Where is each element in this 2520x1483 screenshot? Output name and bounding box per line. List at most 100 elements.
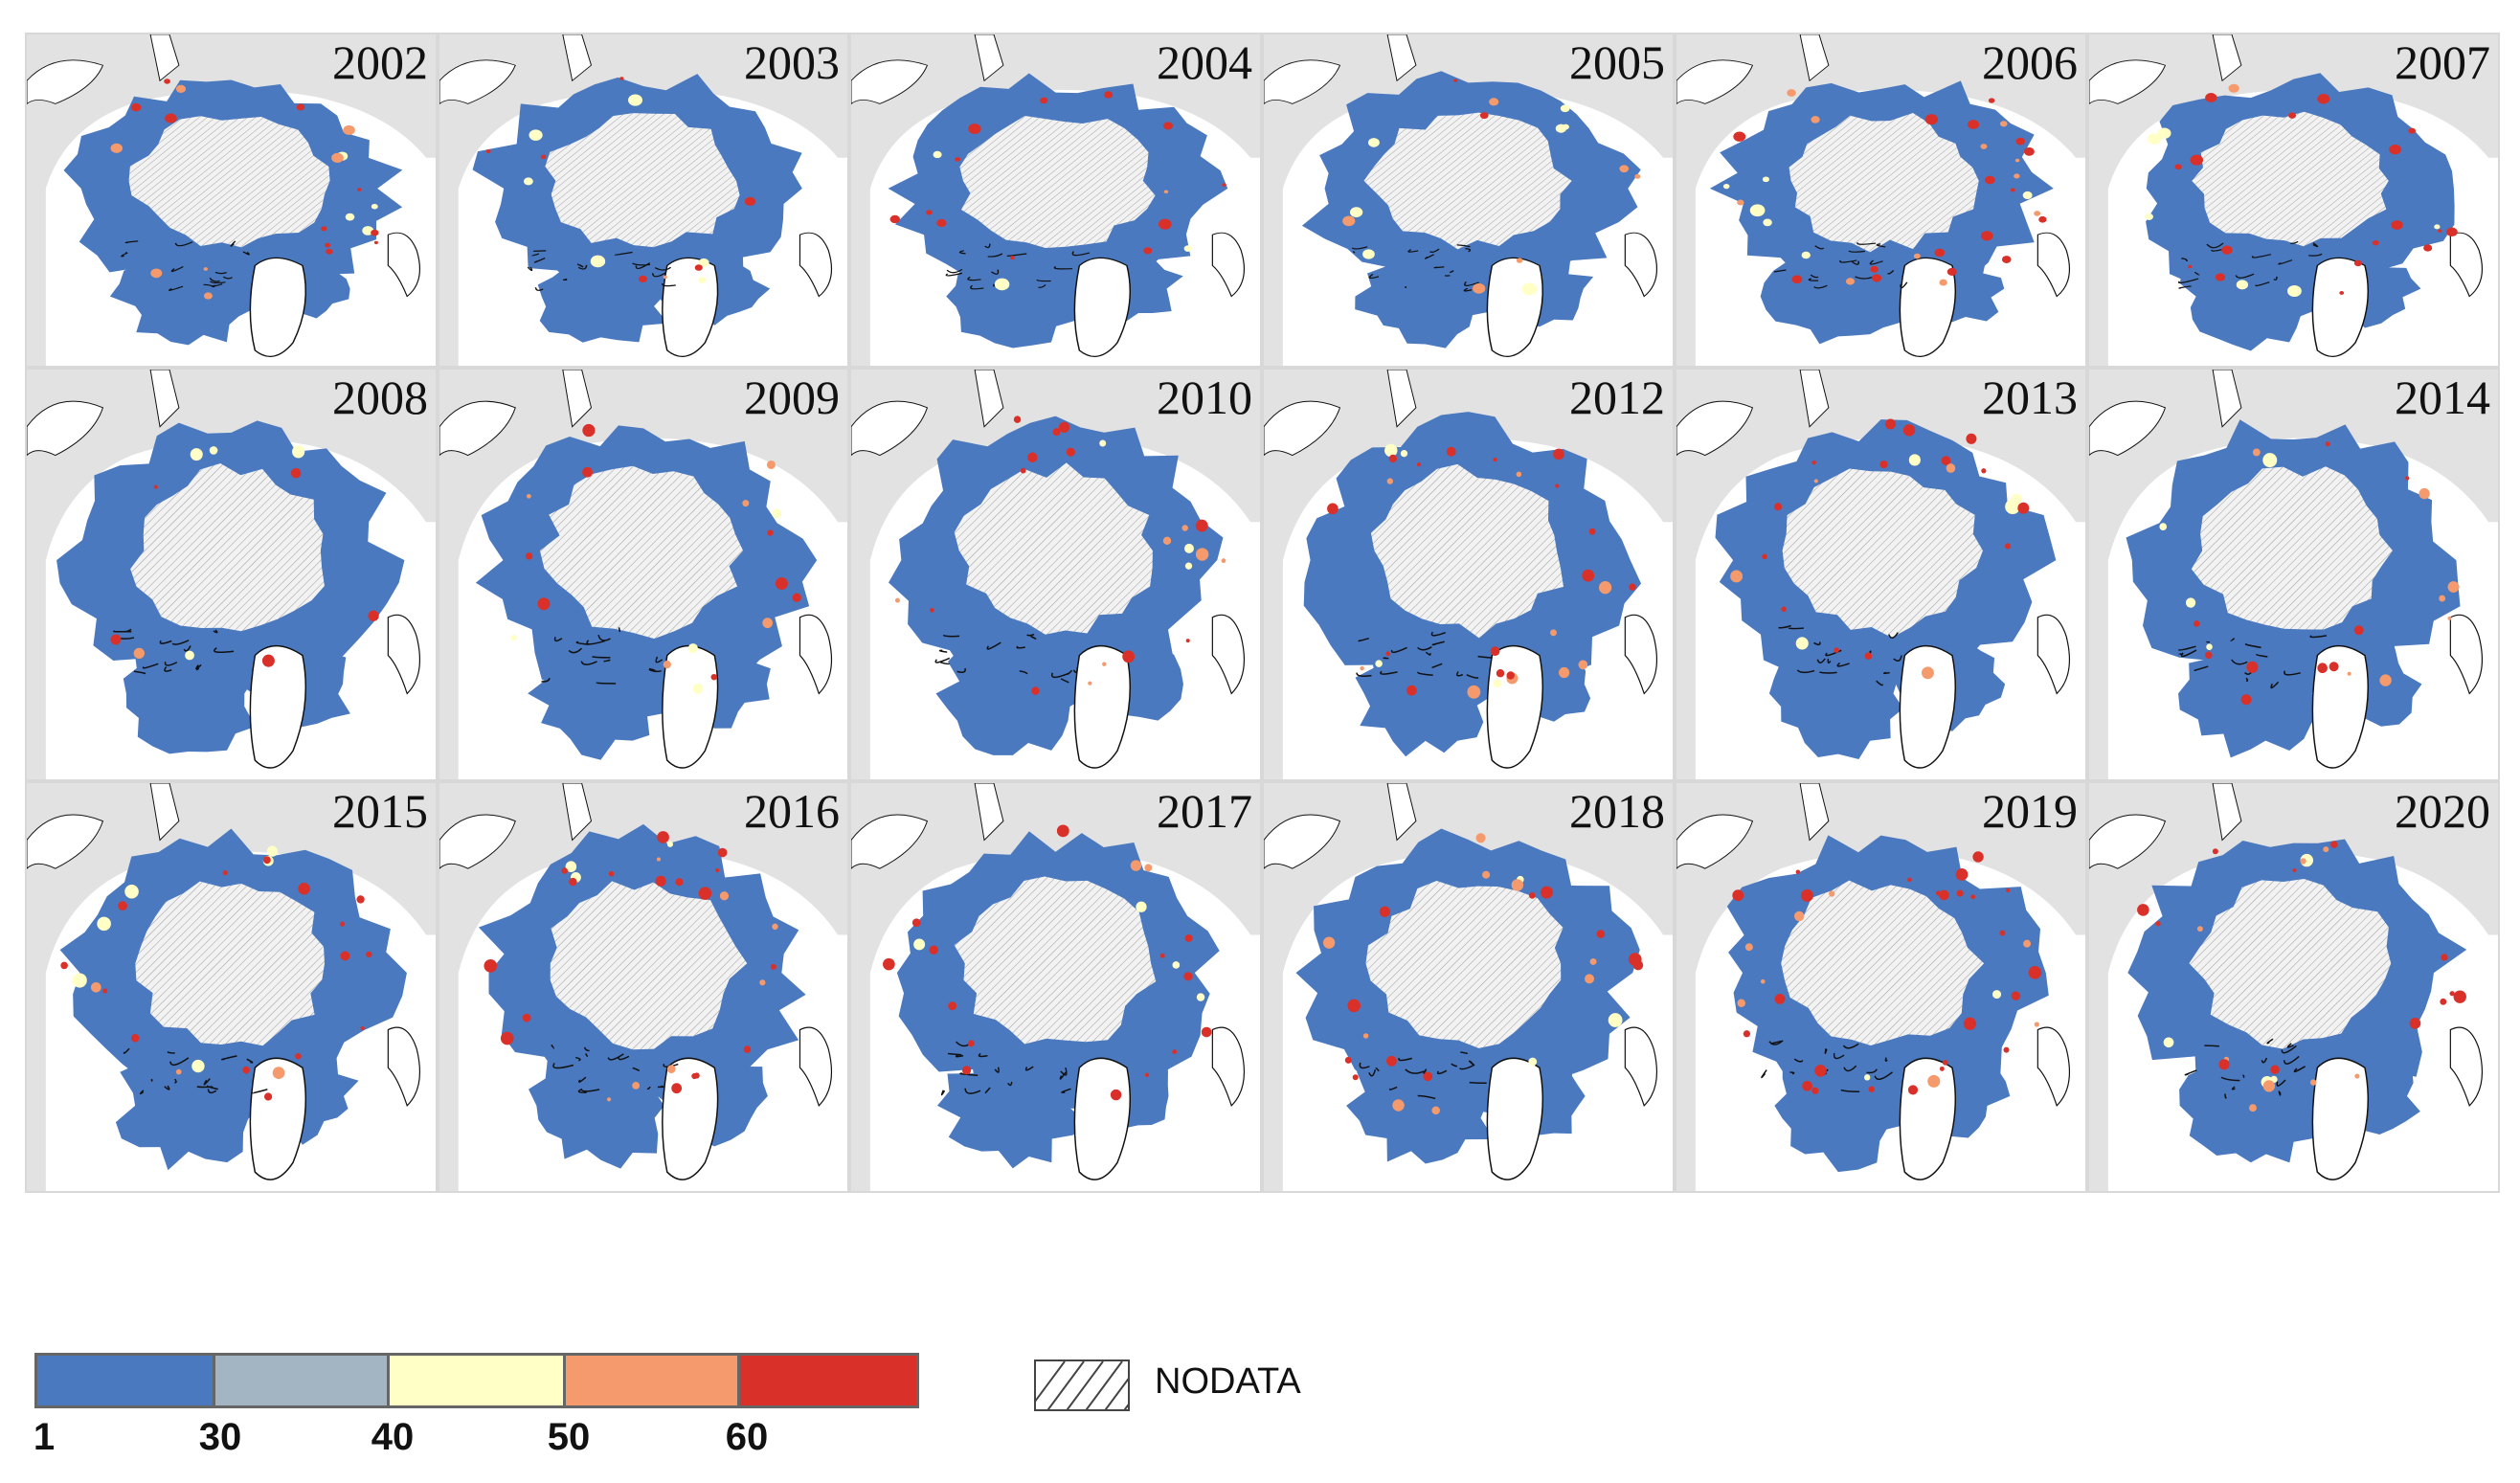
coastline [1066, 669, 1073, 675]
coastline [575, 640, 589, 645]
coastline [183, 645, 191, 652]
coastline [661, 282, 676, 287]
ice-age-patch [1506, 671, 1515, 680]
land-mass [2449, 1026, 2484, 1107]
sea-ice-region [529, 1043, 664, 1169]
ice-age-patch [298, 883, 310, 895]
ice-age-patch [1516, 471, 1522, 478]
coastline [1888, 632, 1899, 639]
sea-ice-region [946, 248, 1088, 348]
coastline [1449, 270, 1454, 273]
ice-age-patch [2300, 858, 2306, 865]
ice-age-patch [2288, 112, 2297, 119]
coastline [1368, 273, 1380, 280]
coastline [1053, 266, 1073, 270]
year-label: 2009 [744, 371, 840, 424]
coastline [596, 682, 617, 685]
land-mass [2212, 783, 2242, 842]
coastline [1356, 672, 1372, 677]
coastline [1368, 1068, 1377, 1077]
ice-age-patch [1392, 1099, 1405, 1112]
sea-ice-region [1760, 241, 1906, 345]
year-label: 2005 [1569, 35, 1665, 89]
ice-age-patch [948, 1001, 957, 1011]
ice-age-patch [663, 660, 671, 669]
coastline [133, 670, 146, 675]
coastline [2231, 659, 2248, 665]
ice-age-patch [1992, 990, 2002, 1000]
ice-age-patch [656, 857, 662, 862]
coastline [209, 278, 220, 282]
land-mass [851, 814, 929, 869]
coastline [169, 1057, 190, 1067]
ice-age-patch [484, 959, 498, 973]
coastline [209, 281, 226, 284]
ice-age-patch [203, 292, 213, 300]
ice-age-patch [1490, 646, 1500, 657]
ice-age-patch [2446, 227, 2458, 237]
arctic-map-2003 [439, 34, 847, 366]
ice-age-patch [345, 213, 355, 221]
ice-age-patch [1555, 483, 1560, 488]
land-mass [27, 59, 104, 104]
coastline [2241, 1074, 2245, 1079]
ice-age-patch [2252, 448, 2261, 457]
coastline [603, 659, 611, 663]
coastline [1006, 253, 1027, 258]
arctic-map-2007 [2089, 34, 2498, 366]
ice-age-patch [1040, 97, 1048, 104]
coastline [1876, 680, 1883, 686]
ice-age-patch [1966, 433, 1977, 444]
ice-age-patch [715, 867, 720, 873]
ice-age-patch [694, 264, 703, 271]
sea-ice-region [109, 243, 266, 346]
ice-age-patch [1946, 463, 1956, 473]
ice-age-patch [1347, 999, 1361, 1013]
coastline [1417, 671, 1433, 677]
ice-age-patch [1384, 443, 1398, 458]
nodata-region [954, 876, 1157, 1045]
ice-age-patch [569, 877, 577, 887]
ice-age-patch [1528, 1057, 1538, 1067]
arctic-map-2002 [27, 34, 436, 366]
ice-age-patch [2196, 926, 2203, 932]
sea-ice-region [935, 629, 1092, 755]
land-mass [2449, 232, 2483, 298]
ice-age-patch [883, 957, 895, 971]
ice-age-patch [1922, 666, 1934, 680]
ice-age-patch [326, 248, 333, 255]
ice-age-patch [1927, 1074, 1941, 1088]
ice-age-patch [1762, 176, 1769, 183]
ice-age-patch [295, 1052, 302, 1060]
coastline [2178, 285, 2192, 289]
year-label: 2002 [332, 35, 428, 89]
year-label: 2012 [1569, 371, 1665, 424]
ice-age-patch [1110, 1089, 1122, 1101]
map-panel-2010: 2010 [849, 368, 1262, 781]
ice-age-patch [72, 973, 87, 988]
coastline [654, 266, 672, 271]
coastline [164, 1085, 170, 1090]
sea-ice-region [2179, 245, 2322, 351]
coastline [170, 266, 184, 273]
coastline [655, 656, 664, 663]
color-bar-segment [566, 1356, 740, 1405]
ice-age-patch [1760, 978, 1766, 984]
ice-age-patch [360, 1025, 365, 1031]
coastline [568, 647, 583, 654]
ice-age-patch [1158, 218, 1172, 230]
coastline [2206, 242, 2224, 249]
nodata-region [1370, 463, 1564, 639]
arctic-map-2005 [1264, 34, 1673, 366]
nodata-region [1363, 112, 1572, 250]
ice-age-patch [2015, 137, 2026, 146]
ice-age-patch [2034, 1022, 2039, 1027]
ice-age-patch [772, 923, 778, 931]
coastline [1874, 1071, 1893, 1081]
coastline [1477, 655, 1493, 659]
ice-age-patch [321, 226, 327, 232]
ice-age-patch [657, 831, 669, 843]
ice-age-patch [1143, 247, 1153, 255]
arctic-map-2014 [2089, 370, 2498, 779]
ice-age-patch [165, 113, 177, 124]
